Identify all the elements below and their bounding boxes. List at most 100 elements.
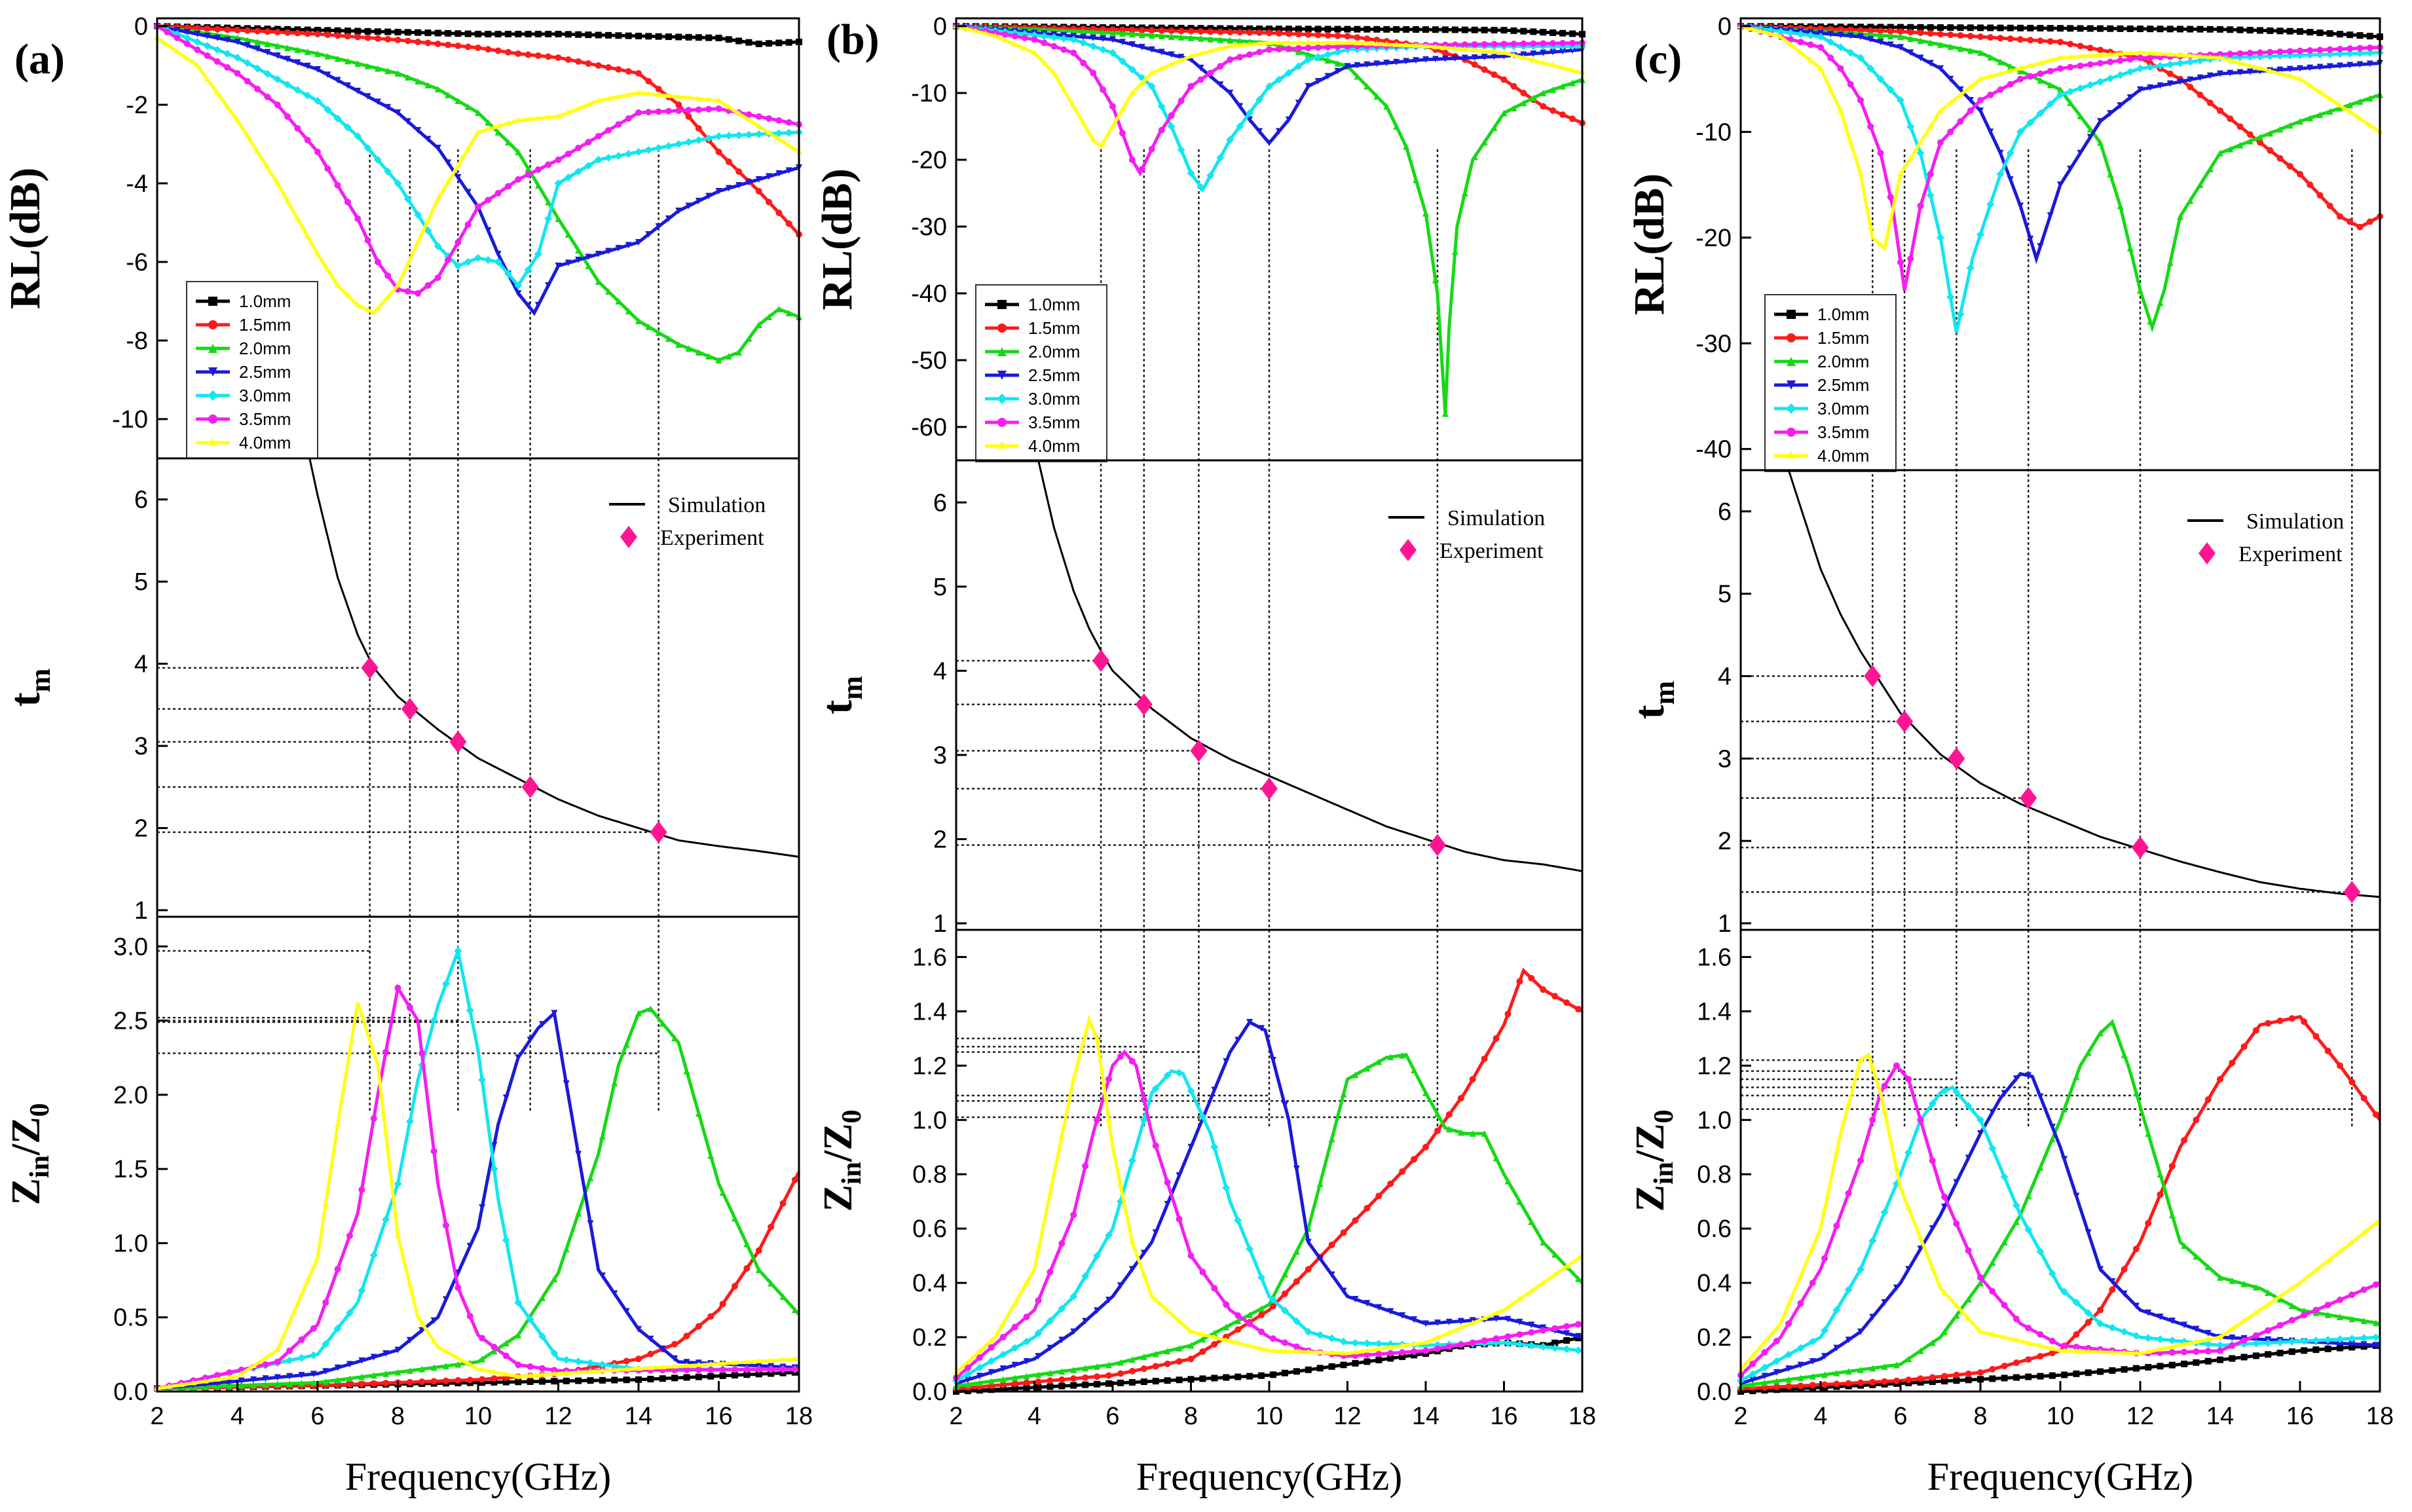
data-point xyxy=(755,188,762,194)
data-point xyxy=(1857,1157,1864,1164)
data-point xyxy=(1967,83,1974,89)
data-point xyxy=(294,29,301,37)
data-point xyxy=(1422,1143,1429,1151)
data-point xyxy=(1481,26,1488,33)
data-point xyxy=(164,41,171,47)
data-point xyxy=(2097,1266,2104,1273)
data-point xyxy=(2086,81,2094,89)
data-point xyxy=(1422,1089,1429,1096)
data-point xyxy=(374,98,381,105)
data-point xyxy=(635,1010,642,1017)
data-point xyxy=(514,282,523,289)
data-point xyxy=(1266,139,1272,147)
data-point xyxy=(2087,61,2094,68)
data-point xyxy=(2206,26,2214,33)
data-point xyxy=(1469,1339,1476,1346)
data-point xyxy=(2252,1283,2259,1291)
zin-ytick-label: 1.6 xyxy=(1697,944,1732,971)
data-point xyxy=(785,119,792,126)
data-point xyxy=(1574,1346,1583,1355)
data-point xyxy=(1897,96,1904,104)
data-point xyxy=(647,1376,654,1383)
data-point xyxy=(2107,51,2114,57)
xtick-label: 2 xyxy=(1734,1403,1747,1430)
data-point xyxy=(479,1376,486,1383)
data-point xyxy=(1445,1126,1453,1133)
data-point xyxy=(695,106,702,113)
data-point xyxy=(1314,44,1322,51)
data-point xyxy=(1047,1344,1054,1352)
xtick-label: 16 xyxy=(1490,1403,1517,1430)
data-point xyxy=(2307,46,2314,54)
data-point xyxy=(1223,1374,1230,1381)
data-point xyxy=(1761,1379,1768,1386)
data-point xyxy=(2157,50,2164,56)
data-point xyxy=(2288,1285,2295,1291)
data-point xyxy=(2286,122,2293,129)
data-point xyxy=(1929,1378,1936,1386)
data-point xyxy=(725,36,732,43)
data-point xyxy=(2097,1306,2104,1314)
data-point xyxy=(1211,1334,1218,1340)
data-point xyxy=(695,1110,702,1117)
data-point xyxy=(2288,1337,2296,1346)
data-point xyxy=(2007,24,2014,31)
tm-y-axis-label: tm xyxy=(1,669,56,707)
data-point xyxy=(2061,1105,2068,1113)
data-point xyxy=(1128,41,1136,48)
data-point xyxy=(430,1016,438,1025)
experiment-point xyxy=(1135,693,1153,716)
data-point xyxy=(1549,29,1557,36)
data-point xyxy=(1445,1343,1453,1350)
data-point xyxy=(1163,1071,1172,1080)
tm-ytick-label: 6 xyxy=(1718,498,1732,526)
data-point xyxy=(1773,1337,1780,1344)
data-point xyxy=(2017,202,2024,210)
data-point xyxy=(605,127,612,134)
data-point xyxy=(2267,67,2274,73)
data-point xyxy=(1354,62,1361,69)
data-point xyxy=(594,156,603,164)
data-point xyxy=(2347,31,2354,39)
data-point xyxy=(1339,1337,1348,1346)
data-point xyxy=(415,239,422,244)
data-point xyxy=(1411,1066,1418,1073)
data-point xyxy=(1413,26,1420,33)
data-point xyxy=(1197,50,1204,56)
data-point xyxy=(1246,109,1254,117)
data-point xyxy=(1987,91,1994,98)
data-point xyxy=(2132,1245,2140,1253)
data-point xyxy=(2227,69,2234,77)
data-point xyxy=(2027,24,2034,31)
tm-label-main: t xyxy=(1,692,49,707)
tm-ytick-label: 5 xyxy=(1718,581,1732,608)
legend-label: 3.5mm xyxy=(239,409,291,429)
data-point xyxy=(364,93,371,100)
data-point xyxy=(1869,1064,1876,1070)
tm-ytick-label: 1 xyxy=(933,910,947,938)
zin-y-axis-label: Zin/Z0 xyxy=(1628,1110,1679,1212)
data-point xyxy=(358,1380,365,1388)
data-point xyxy=(2336,50,2344,58)
data-point xyxy=(1236,42,1244,48)
data-point xyxy=(2073,1343,2080,1350)
data-point xyxy=(2276,1293,2284,1299)
data-point xyxy=(238,1382,245,1389)
data-point xyxy=(647,1335,654,1342)
data-point xyxy=(2137,54,2143,62)
data-point xyxy=(779,1200,787,1207)
data-point xyxy=(1569,39,1576,46)
data-point xyxy=(1957,24,1964,31)
data-point xyxy=(1432,26,1439,33)
data-point xyxy=(1199,1375,1206,1382)
data-point xyxy=(466,1006,474,1015)
data-point xyxy=(164,29,171,35)
data-point xyxy=(1375,1356,1382,1363)
data-point xyxy=(1119,106,1126,112)
data-point xyxy=(394,984,401,991)
data-point xyxy=(2360,1095,2367,1102)
data-point xyxy=(565,56,572,63)
data-point xyxy=(1011,1323,1018,1331)
xtick-label: 2 xyxy=(150,1403,164,1430)
data-point xyxy=(1881,1299,1888,1306)
